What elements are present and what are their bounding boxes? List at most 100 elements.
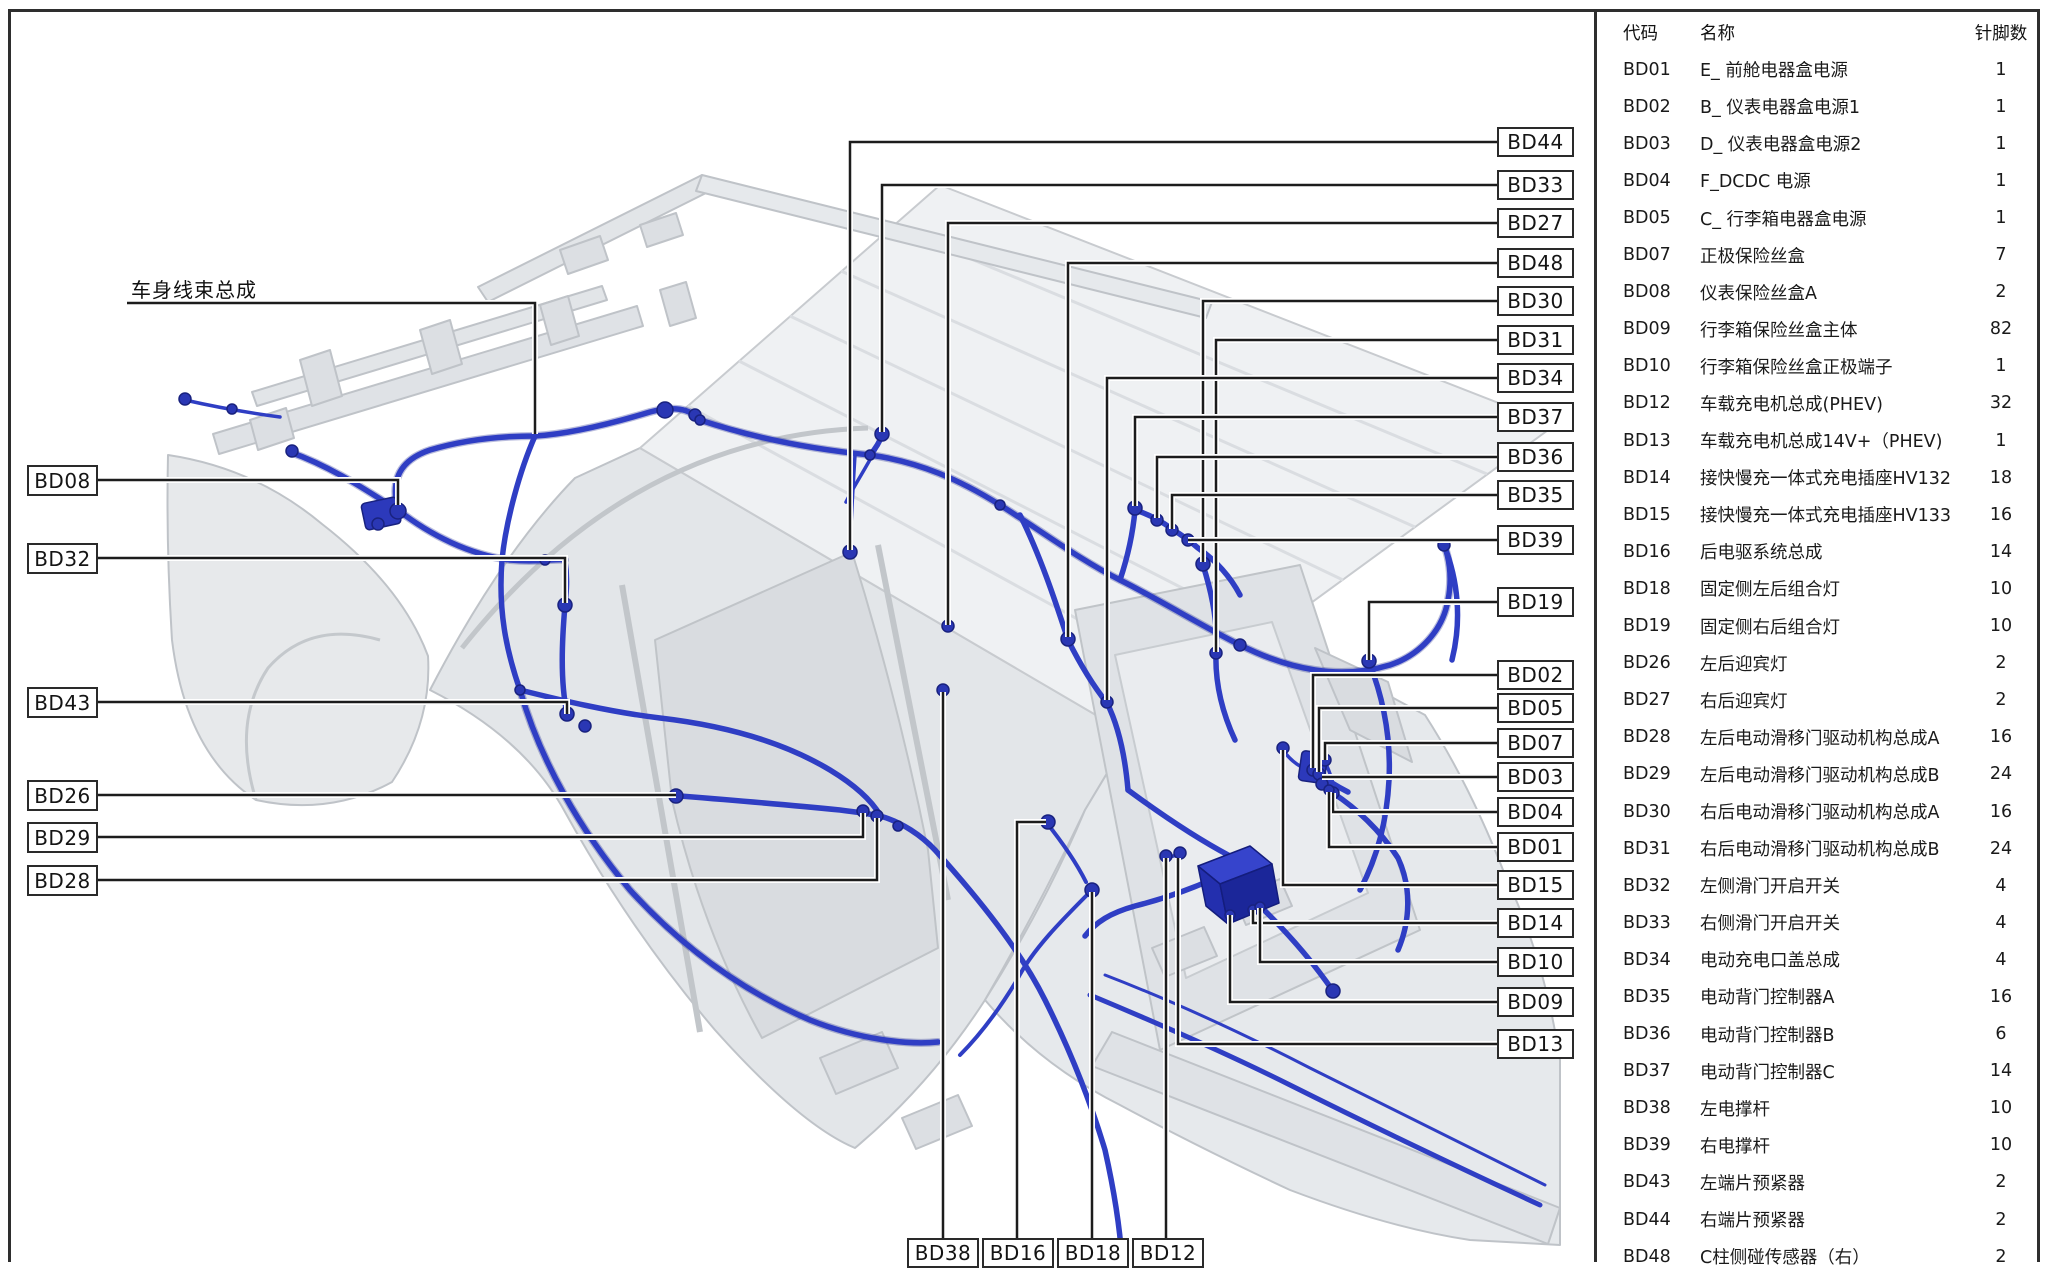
harness-connector (178, 392, 192, 406)
table-cell-code: BD32 (1623, 875, 1671, 896)
table-cell-pins: 32 (1989, 393, 2013, 414)
table-cell-pins: 10 (1989, 1135, 2013, 1156)
leader-line (1214, 338, 1497, 652)
harness-connector (1325, 983, 1341, 999)
callout-bd34: BD34 (1497, 363, 1574, 393)
harness-connector (892, 820, 904, 832)
leader-line (1258, 908, 1497, 964)
table-cell-code: BD01 (1623, 59, 1671, 80)
table-cell-code: BD16 (1623, 541, 1671, 562)
table-header-row: 代码 名称 针脚数 (1596, 14, 2036, 51)
callout-bd44: BD44 (1497, 127, 1574, 157)
table-cell-code: BD13 (1623, 430, 1671, 451)
callout-bd36: BD36 (1497, 442, 1574, 472)
leader-line (127, 301, 537, 434)
leader-line (1367, 600, 1497, 660)
table-row: BD19 固定侧右后组合灯 10 (1596, 608, 2036, 645)
table-cell-code: BD14 (1623, 467, 1671, 488)
callout-bd26: BD26 (27, 780, 98, 811)
table-cell-name: 右后电动滑移门驱动机构总成B (1700, 840, 1940, 861)
table-row: BD16 后电驱系统总成 14 (1596, 533, 2036, 570)
table-cell-name: 左后电动滑移门驱动机构总成A (1700, 728, 1940, 749)
table-row: BD07 正极保险丝盒 7 (1596, 237, 2036, 274)
callout-bd03: BD03 (1497, 762, 1574, 792)
leader-line (98, 813, 865, 839)
table-cell-code: BD29 (1623, 764, 1671, 785)
table-cell-name: 仪表保险丝盒A (1700, 283, 1817, 304)
table-cell-name: 接快慢充一体式充电插座HV132 (1700, 469, 1952, 490)
table-cell-name: 固定侧右后组合灯 (1700, 617, 1840, 638)
harness-connector (864, 449, 876, 461)
harness-connector (226, 403, 238, 415)
table-cell-pins: 4 (1995, 949, 2007, 970)
table-cell-pins: 1 (1995, 170, 2007, 191)
table-cell-name: 正极保险丝盒 (1700, 246, 1805, 267)
leader-line (1155, 455, 1497, 518)
table-cell-name: F_DCDC 电源 (1700, 172, 1811, 193)
table-cell-code: BD36 (1623, 1024, 1671, 1045)
table-cell-code: BD31 (1623, 838, 1671, 859)
callout-bd14: BD14 (1497, 908, 1574, 938)
table-row: BD31 右后电动滑移门驱动机构总成B 24 (1596, 830, 2036, 867)
table-row: BD14 接快慢充一体式充电插座HV132 18 (1596, 459, 2036, 496)
callout-bd33: BD33 (1497, 170, 1574, 200)
harness-connector (285, 444, 299, 458)
harness-connector (578, 719, 592, 733)
callout-bd43: BD43 (27, 687, 98, 718)
table-cell-name: D_ 仪表电器盒电源2 (1700, 135, 1862, 156)
table-row: BD26 左后迎宾灯 2 (1596, 645, 2036, 682)
table-cell-name: 电动背门控制器A (1700, 988, 1835, 1009)
table-row: BD39 右电撑杆 10 (1596, 1127, 2036, 1164)
callout-bd13: BD13 (1497, 1029, 1574, 1059)
table-cell-code: BD38 (1623, 1098, 1671, 1119)
table-cell-name: 后电驱系统总成 (1700, 543, 1823, 564)
leader-line (98, 700, 569, 714)
table-cell-name: 右端片预紧器 (1700, 1211, 1805, 1232)
table-cell-name: 行李箱保险丝盒主体 (1700, 320, 1858, 341)
table-cell-code: BD28 (1623, 727, 1671, 748)
callout-bd31: BD31 (1497, 325, 1574, 355)
table-cell-pins: 16 (1989, 727, 2013, 748)
leader-line (1066, 261, 1497, 637)
table-row: BD08 仪表保险丝盒A 2 (1596, 274, 2036, 311)
table-cell-code: BD30 (1623, 801, 1671, 822)
callout-bd28: BD28 (27, 865, 98, 896)
table-cell-pins: 18 (1989, 467, 2013, 488)
table-cell-pins: 10 (1989, 578, 2013, 599)
callout-bd37: BD37 (1497, 402, 1574, 432)
table-cell-pins: 2 (1995, 690, 2007, 711)
table-cell-name: 右侧滑门开启开关 (1700, 914, 1840, 935)
leader-line (1311, 673, 1497, 768)
table-row: BD10 行李箱保险丝盒正极端子 1 (1596, 348, 2036, 385)
table-cell-pins: 1 (1995, 430, 2007, 451)
table-cell-name: 左端片预紧器 (1700, 1173, 1805, 1194)
leader-line (946, 221, 1497, 625)
table-cell-pins: 2 (1995, 653, 2007, 674)
table-cell-pins: 14 (1989, 1061, 2013, 1082)
callout-bd29: BD29 (27, 822, 98, 853)
table-cell-name: 电动背门控制器B (1700, 1025, 1835, 1046)
car-body (166, 174, 1561, 1246)
table-row: BD29 左后电动滑移门驱动机构总成B 24 (1596, 756, 2036, 793)
table-cell-pins: 4 (1995, 875, 2007, 896)
table-cell-name: 电动充电口盖总成 (1700, 951, 1840, 972)
callout-bd12: BD12 (1132, 1238, 1204, 1268)
table-row: BD12 车载充电机总成(PHEV) 32 (1596, 385, 2036, 422)
table-cell-pins: 2 (1995, 1209, 2007, 1230)
callout-bd01: BD01 (1497, 832, 1574, 862)
table-cell-name: E_ 前舱电器盒电源 (1700, 61, 1848, 82)
table-cell-name: 固定侧左后组合灯 (1700, 580, 1840, 601)
callout-bd07: BD07 (1497, 728, 1574, 758)
harness-connector (994, 499, 1006, 511)
table-row: BD05 C_ 行李箱电器盒电源 1 (1596, 199, 2036, 236)
table-cell-pins: 6 (1995, 1024, 2007, 1045)
callout-bd19: BD19 (1497, 587, 1574, 617)
table-row: BD01 E_ 前舱电器盒电源 1 (1596, 51, 2036, 88)
callout-bd02: BD02 (1497, 660, 1574, 690)
table-cell-code: BD15 (1623, 504, 1671, 525)
table-cell-pins: 24 (1989, 838, 2013, 859)
table-row: BD09 行李箱保险丝盒主体 82 (1596, 311, 2036, 348)
leader-line (98, 818, 879, 882)
